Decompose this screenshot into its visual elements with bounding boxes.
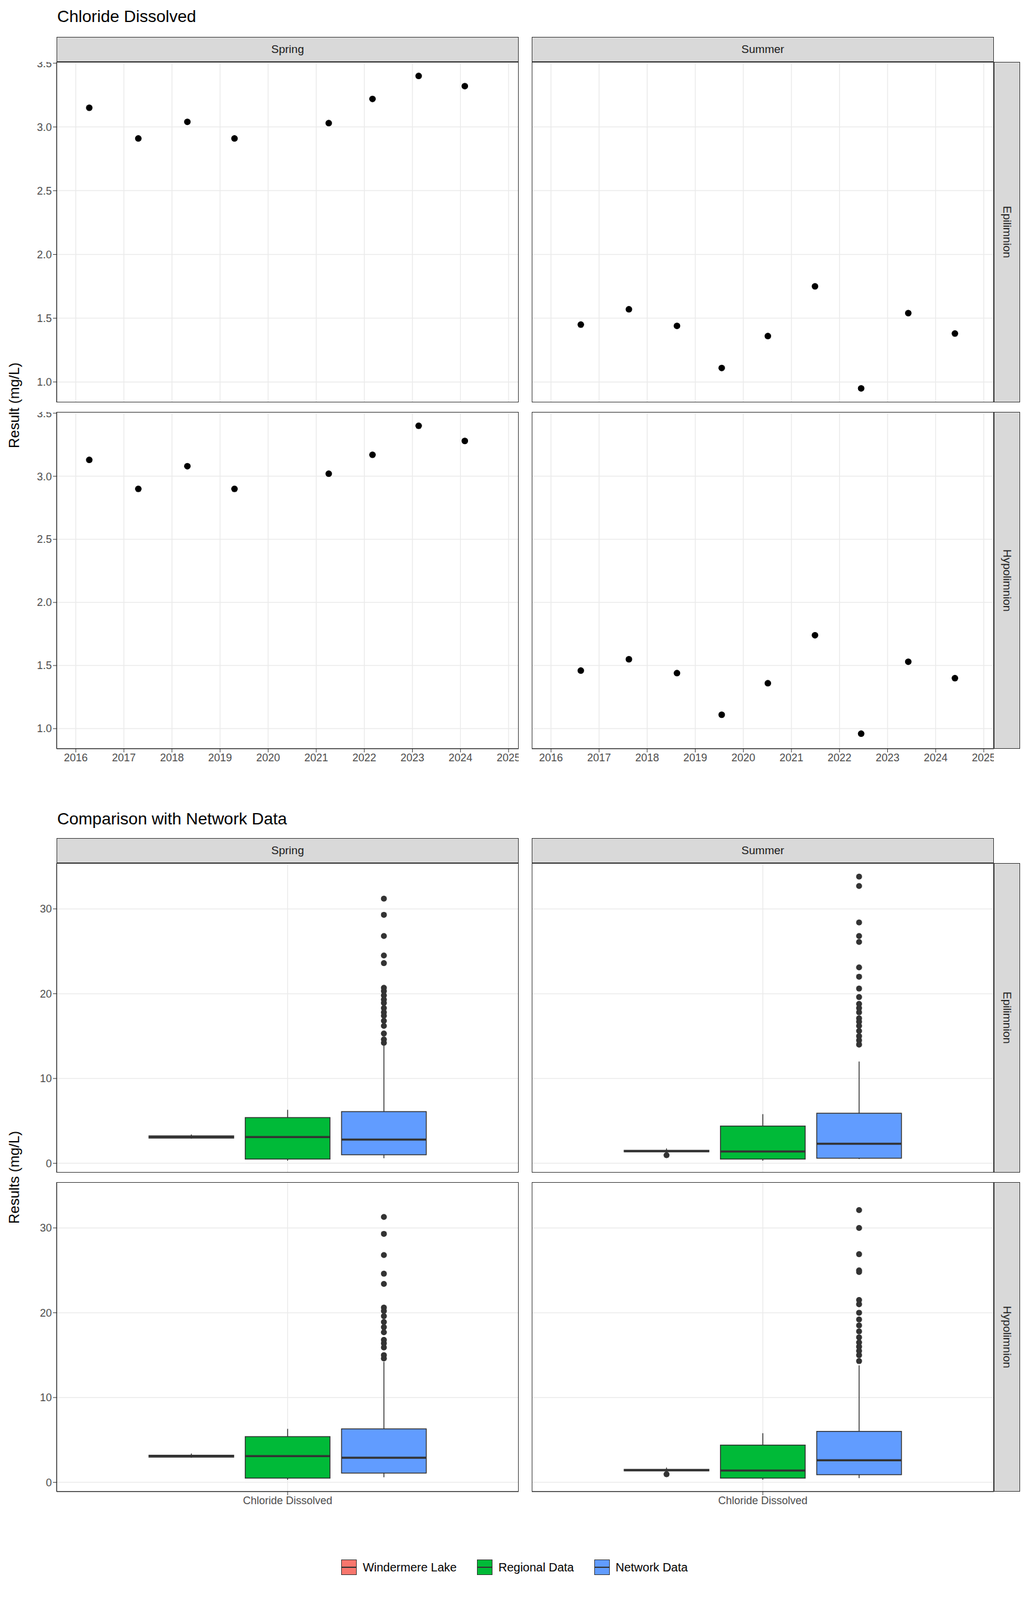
svg-text:2016: 2016 [63,752,88,765]
html-text:Epilimnion: Epilimnion [1001,992,1014,1045]
svg-text:2.5: 2.5 [36,533,52,546]
svg-text:1.0: 1.0 [36,722,52,735]
svg-text:1.5: 1.5 [36,659,52,672]
html-text:Summer: Summer [741,42,785,56]
html-text:Result (mg/L): Result (mg/L) [5,362,23,449]
svg-text:2018: 2018 [635,752,660,765]
svg-text:2017: 2017 [111,752,136,765]
html-text:Summer: Summer [741,844,785,857]
svg-text:3.0: 3.0 [36,121,52,134]
html-text:Comparison with Network Data: Comparison with Network Data [57,809,287,829]
html-text:Regional Data: Regional Data [498,1561,574,1575]
svg-text:2025: 2025 [971,752,994,765]
svg-text:2021: 2021 [779,752,804,765]
svg-text:Chloride Dissolved: Chloride Dissolved [718,1495,808,1508]
html-text:Network Data: Network Data [615,1561,688,1575]
svg-text:3.5: 3.5 [36,61,52,70]
svg-text:0: 0 [45,1477,52,1490]
svg-text:1.5: 1.5 [36,312,52,325]
svg-text:3.0: 3.0 [36,471,52,483]
svg-text:30: 30 [39,1222,52,1235]
svg-text:2016: 2016 [538,752,563,765]
svg-text:2020: 2020 [731,752,756,765]
svg-text:2.5: 2.5 [36,185,52,198]
svg-text:10: 10 [39,1073,52,1085]
svg-text:20: 20 [39,1307,52,1320]
svg-text:2022: 2022 [827,752,852,765]
svg-text:2020: 2020 [256,752,280,765]
html-text:Spring: Spring [271,844,304,857]
svg-text:2.0: 2.0 [36,596,52,609]
svg-text:2025: 2025 [496,752,519,765]
svg-text:2018: 2018 [160,752,185,765]
html-text:Chloride Dissolved: Chloride Dissolved [57,7,197,26]
svg-text:2.0: 2.0 [36,248,52,261]
svg-text:2017: 2017 [587,752,611,765]
svg-text:2019: 2019 [208,752,233,765]
svg-text:2023: 2023 [400,752,425,765]
html-text:Epilimnion: Epilimnion [1001,206,1014,259]
svg-text:2024: 2024 [923,752,948,765]
svg-text:20: 20 [39,988,52,1001]
html-text:Windermere Lake: Windermere Lake [362,1561,457,1575]
svg-text:0: 0 [45,1158,52,1171]
html-text:Hypolimnion: Hypolimnion [1001,549,1014,612]
svg-text:1.0: 1.0 [36,376,52,389]
html-text:Results (mg/L): Results (mg/L) [5,1131,23,1225]
html-text:Spring: Spring [271,42,304,56]
svg-text:2024: 2024 [448,752,473,765]
svg-text:3.5: 3.5 [36,412,52,420]
svg-text:Chloride Dissolved: Chloride Dissolved [242,1495,333,1508]
svg-text:30: 30 [39,903,52,916]
svg-text:10: 10 [39,1392,52,1405]
html-text:Hypolimnion: Hypolimnion [1001,1306,1014,1369]
svg-text:2021: 2021 [304,752,329,765]
svg-text:2019: 2019 [683,752,708,765]
svg-text:2022: 2022 [352,752,377,765]
svg-text:2023: 2023 [875,752,900,765]
